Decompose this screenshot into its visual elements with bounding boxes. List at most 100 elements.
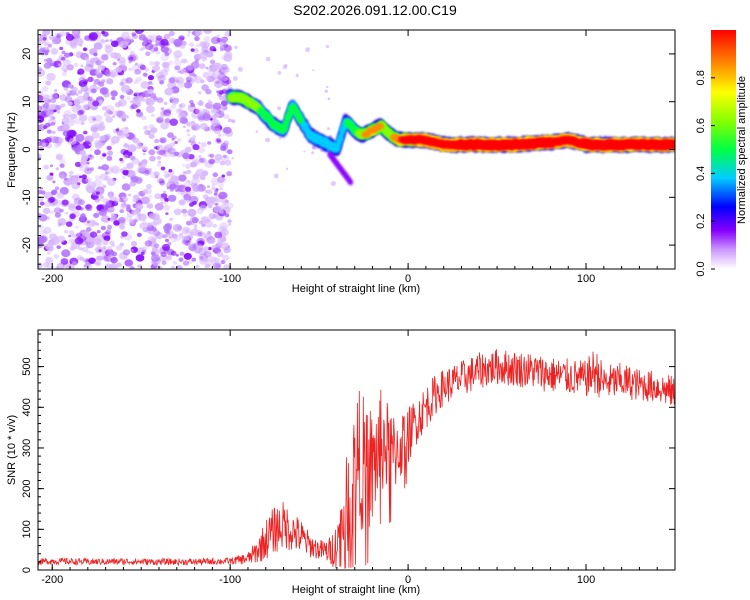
noise-speck [161, 260, 167, 265]
noise-speck [167, 147, 176, 155]
noise-speck [166, 186, 171, 190]
noise-speck [146, 42, 150, 45]
noise-speck [57, 235, 66, 243]
noise-speck [189, 42, 195, 47]
noise-speck [176, 266, 182, 269]
noise-speck [213, 257, 221, 263]
noise-speck [175, 188, 179, 192]
noise-speck [81, 177, 89, 184]
snr-x-tick-label: -200 [41, 574, 63, 586]
noise-speck [96, 123, 106, 132]
ridge-blob [377, 123, 385, 129]
noise-speck [102, 198, 110, 204]
noise-speck [145, 51, 151, 57]
noise-speck [187, 133, 191, 137]
noise-speck [164, 173, 170, 179]
noise-speck [38, 111, 41, 116]
noise-speck [172, 135, 177, 140]
noise-speck [100, 195, 104, 199]
noise-speck [163, 66, 170, 72]
noise-speck [102, 153, 107, 157]
noise-speck [78, 247, 83, 251]
noise-speck [105, 50, 112, 56]
noise-speck [71, 177, 79, 184]
noise-speck [106, 155, 113, 161]
noise-speck [223, 54, 233, 62]
noise-speck [160, 45, 170, 53]
noise-speck [126, 162, 134, 169]
noise-speck [94, 149, 101, 156]
noise-speck [188, 244, 197, 252]
noise-speck [213, 262, 222, 269]
noise-speck [226, 202, 234, 209]
noise-speck [107, 206, 115, 213]
snr-series-line [38, 349, 675, 569]
noise-speck [182, 152, 190, 160]
noise-speck [168, 77, 176, 84]
noise-speck [63, 229, 69, 234]
noise-speck [107, 150, 114, 156]
noise-speck [171, 233, 178, 239]
noise-speck [85, 177, 92, 183]
noise-speck [110, 136, 120, 144]
noise-speck [99, 135, 106, 141]
noise-speck [63, 113, 71, 120]
noise-speck [56, 34, 61, 39]
noise-speck [107, 224, 113, 230]
noise-speck [52, 41, 56, 45]
noise-speck [218, 133, 222, 137]
noise-speck [59, 158, 66, 165]
noise-speck [213, 205, 223, 213]
noise-speck [154, 61, 160, 66]
noise-speck [190, 75, 198, 82]
noise-speck [205, 190, 209, 194]
noise-speck [115, 128, 120, 132]
noise-speck [129, 172, 134, 176]
noise-speck [65, 118, 76, 127]
noise-speck [110, 265, 117, 269]
ridge-branch [348, 179, 354, 186]
noise-speck [200, 142, 207, 148]
noise-speck [163, 204, 171, 211]
noise-speck [136, 232, 142, 237]
noise-speck [54, 136, 63, 144]
noise-speck [220, 242, 230, 250]
noise-speck [223, 114, 230, 120]
noise-speck [135, 30, 144, 35]
noise-speck [41, 49, 45, 53]
noise-speck [154, 138, 160, 144]
noise-speck [277, 71, 282, 75]
noise-speck [305, 47, 310, 53]
noise-speck [75, 134, 85, 142]
noise-speck [86, 161, 90, 165]
colorbar-tick-label: 0.6 [695, 118, 707, 133]
noise-speck [188, 259, 193, 264]
noise-speck [223, 264, 232, 269]
noise-speck [121, 183, 131, 191]
noise-speck [93, 78, 101, 85]
noise-speck [78, 76, 85, 83]
noise-speck [198, 63, 206, 69]
noise-speck [68, 174, 73, 178]
noise-speck [129, 155, 134, 159]
noise-speck [67, 101, 73, 106]
noise-speck [101, 54, 109, 61]
noise-speck [156, 71, 165, 79]
colorbar-tick-label: 0.8 [695, 70, 707, 85]
noise-speck [104, 171, 109, 175]
noise-speck [96, 36, 104, 43]
noise-speck [116, 110, 126, 119]
noise-speck [219, 222, 228, 230]
noise-speck [179, 251, 185, 256]
noise-speck [286, 167, 289, 170]
noise-speck [98, 99, 103, 104]
noise-speck [148, 134, 155, 139]
noise-speck [150, 237, 157, 243]
snr-x-tick-label: 0 [405, 574, 411, 586]
noise-speck [164, 197, 170, 202]
noise-speck [61, 199, 69, 206]
noise-speck [155, 35, 163, 41]
noise-speck [134, 216, 141, 222]
noise-speck [111, 96, 116, 101]
noise-speck [159, 180, 166, 186]
